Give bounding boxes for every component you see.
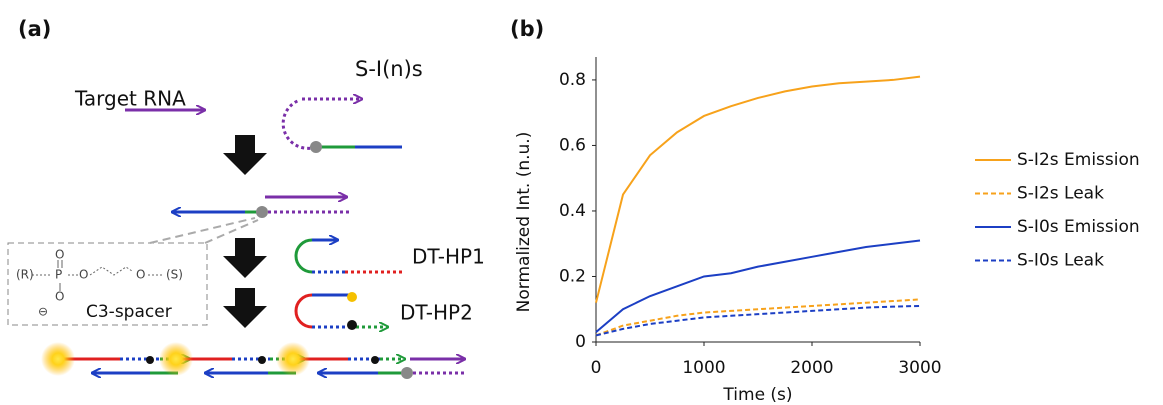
y-axis-label: Normalized Int. (n.u.) bbox=[514, 132, 534, 313]
process-arrow bbox=[223, 288, 267, 328]
y-tick-label: 0.8 bbox=[559, 70, 586, 90]
dot bbox=[41, 342, 75, 376]
spacer-box bbox=[7, 242, 208, 326]
panel-label: (a) bbox=[18, 17, 51, 41]
y-tick-label: 0.4 bbox=[559, 201, 586, 221]
dot bbox=[276, 342, 310, 376]
chem-text: P bbox=[55, 268, 62, 282]
spacer-box bbox=[32, 266, 164, 276]
strand bbox=[294, 238, 313, 274]
chem-text: (S) bbox=[166, 268, 183, 282]
dot bbox=[256, 206, 268, 218]
x-tick-label: 0 bbox=[591, 358, 602, 378]
dot bbox=[347, 292, 357, 302]
x-tick-label: 2000 bbox=[790, 358, 833, 378]
series-line bbox=[595, 304, 921, 337]
legend-label: S-I0s Leak bbox=[1017, 251, 1104, 271]
dot bbox=[159, 342, 193, 376]
x-tick-label: 1000 bbox=[682, 358, 725, 378]
chem-text: ⊖ bbox=[38, 305, 48, 319]
y-tick-label: 0.6 bbox=[559, 135, 586, 155]
legend-label: S-I2s Emission bbox=[1017, 150, 1140, 170]
chem-text: O bbox=[136, 268, 145, 282]
panel-a: (a) Target RNA S-I(n)s DT-HP1 DT-HP2 bbox=[7, 17, 485, 379]
chem-text: O bbox=[55, 248, 64, 262]
spacer-box: (R) P O O O O (S) ⊖ C3-spacer bbox=[7, 217, 259, 326]
dot bbox=[41, 141, 413, 379]
dot bbox=[401, 367, 413, 379]
dot bbox=[258, 356, 266, 364]
chem-text: (R) bbox=[16, 268, 34, 282]
x-tick-label: 3000 bbox=[898, 358, 941, 378]
process-arrow bbox=[223, 135, 267, 328]
spacer-box bbox=[204, 219, 259, 244]
dot bbox=[310, 141, 322, 153]
process-arrow bbox=[223, 135, 267, 175]
panel-label: (b) bbox=[510, 17, 544, 41]
x-axis-label: Time (s) bbox=[722, 385, 792, 405]
y-tick-label: 0 bbox=[575, 332, 586, 352]
strand bbox=[60, 99, 465, 373]
series-line bbox=[595, 75, 921, 303]
process-arrow bbox=[223, 238, 267, 278]
target-label: Target RNA bbox=[74, 87, 186, 111]
legend-label: S-I0s Emission bbox=[1017, 217, 1140, 237]
series-line bbox=[595, 239, 921, 333]
hp1-label: DT-HP1 bbox=[412, 245, 485, 269]
chem-text: O bbox=[79, 268, 88, 282]
series-line bbox=[595, 298, 921, 337]
legend-label: S-I2s Leak bbox=[1017, 184, 1104, 204]
dot bbox=[146, 356, 154, 364]
chart: (b) Normalized Int. (n.u.) Time (s) bbox=[510, 17, 920, 405]
spacer-label: C3-spacer bbox=[86, 302, 172, 322]
dot bbox=[347, 320, 357, 330]
hp2-label: DT-HP2 bbox=[400, 301, 473, 325]
dot bbox=[371, 356, 379, 364]
strand bbox=[281, 98, 317, 150]
strand bbox=[294, 293, 313, 329]
chem-text: O bbox=[55, 290, 64, 304]
spacer-box bbox=[149, 217, 256, 244]
probe-label: S-I(n)s bbox=[355, 57, 423, 81]
y-tick-label: 0.2 bbox=[559, 266, 586, 286]
